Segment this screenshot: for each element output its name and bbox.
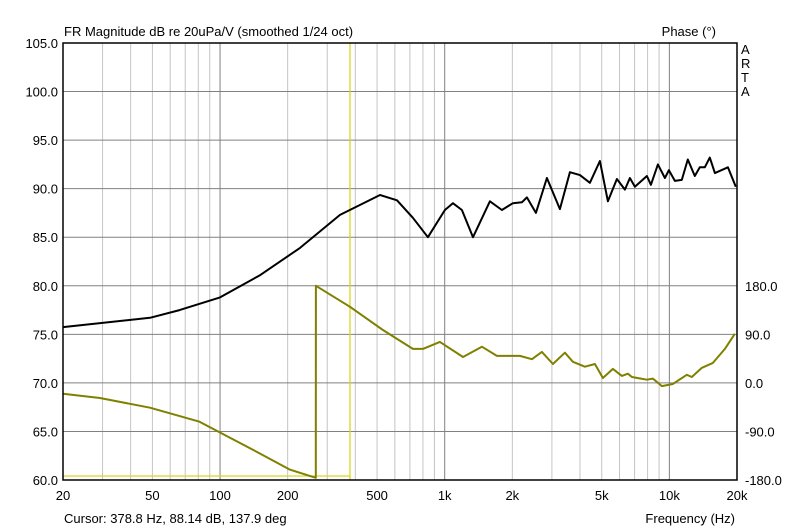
y-tick-label: 70.0 [33, 376, 58, 391]
x-tick-label: 500 [366, 488, 388, 503]
cursor [63, 43, 351, 480]
y2-tick-label: 180.0 [745, 279, 778, 294]
phase-curve [62, 284, 736, 479]
x-axis-label: Frequency (Hz) [645, 511, 735, 526]
y-tick-label: 95.0 [33, 133, 58, 148]
chart-title: FR Magnitude dB re 20uPa/V (smoothed 1/2… [64, 24, 353, 39]
cursor-readout: Cursor: 378.8 Hz, 88.14 dB, 137.9 deg [64, 511, 287, 526]
y-tick-label: 90.0 [33, 182, 58, 197]
x-tick-label: 10k [659, 488, 680, 503]
y-tick-label: 85.0 [33, 230, 58, 245]
y2-tick-label: 90.0 [745, 327, 770, 342]
y2-tick-label: -180.0 [745, 473, 782, 488]
x-tick-label: 100 [209, 488, 231, 503]
x-tick-label: 5k [595, 488, 609, 503]
x-tick-label: 50 [145, 488, 159, 503]
y-tick-label: 105.0 [25, 36, 58, 51]
x-tick-label: 20k [727, 488, 748, 503]
tick-labels: 105.0 100.0 95.0 90.0 85.0 80.0 75.0 70.0 65.0 60… [25, 36, 781, 503]
y-tick-label: 65.0 [33, 424, 58, 439]
y-tick-label: 60.0 [33, 473, 58, 488]
grid [63, 43, 737, 480]
plot-frame [62, 42, 738, 481]
phase-axis-title: Phase (°) [662, 24, 716, 39]
y-tick-label: 100.0 [25, 85, 58, 100]
x-tick-label: 200 [277, 488, 299, 503]
curves [62, 156, 737, 479]
x-tick-label: 1k [438, 488, 452, 503]
y2-tick-label: -90.0 [745, 424, 775, 439]
y-tick-label: 75.0 [33, 327, 58, 342]
x-tick-label: 2k [505, 488, 519, 503]
x-tick-label: 20 [56, 488, 70, 503]
arta-logo: ARTA [741, 42, 751, 99]
y2-tick-label: 0.0 [745, 376, 763, 391]
y-tick-label: 80.0 [33, 279, 58, 294]
magnitude-curve [62, 156, 737, 329]
